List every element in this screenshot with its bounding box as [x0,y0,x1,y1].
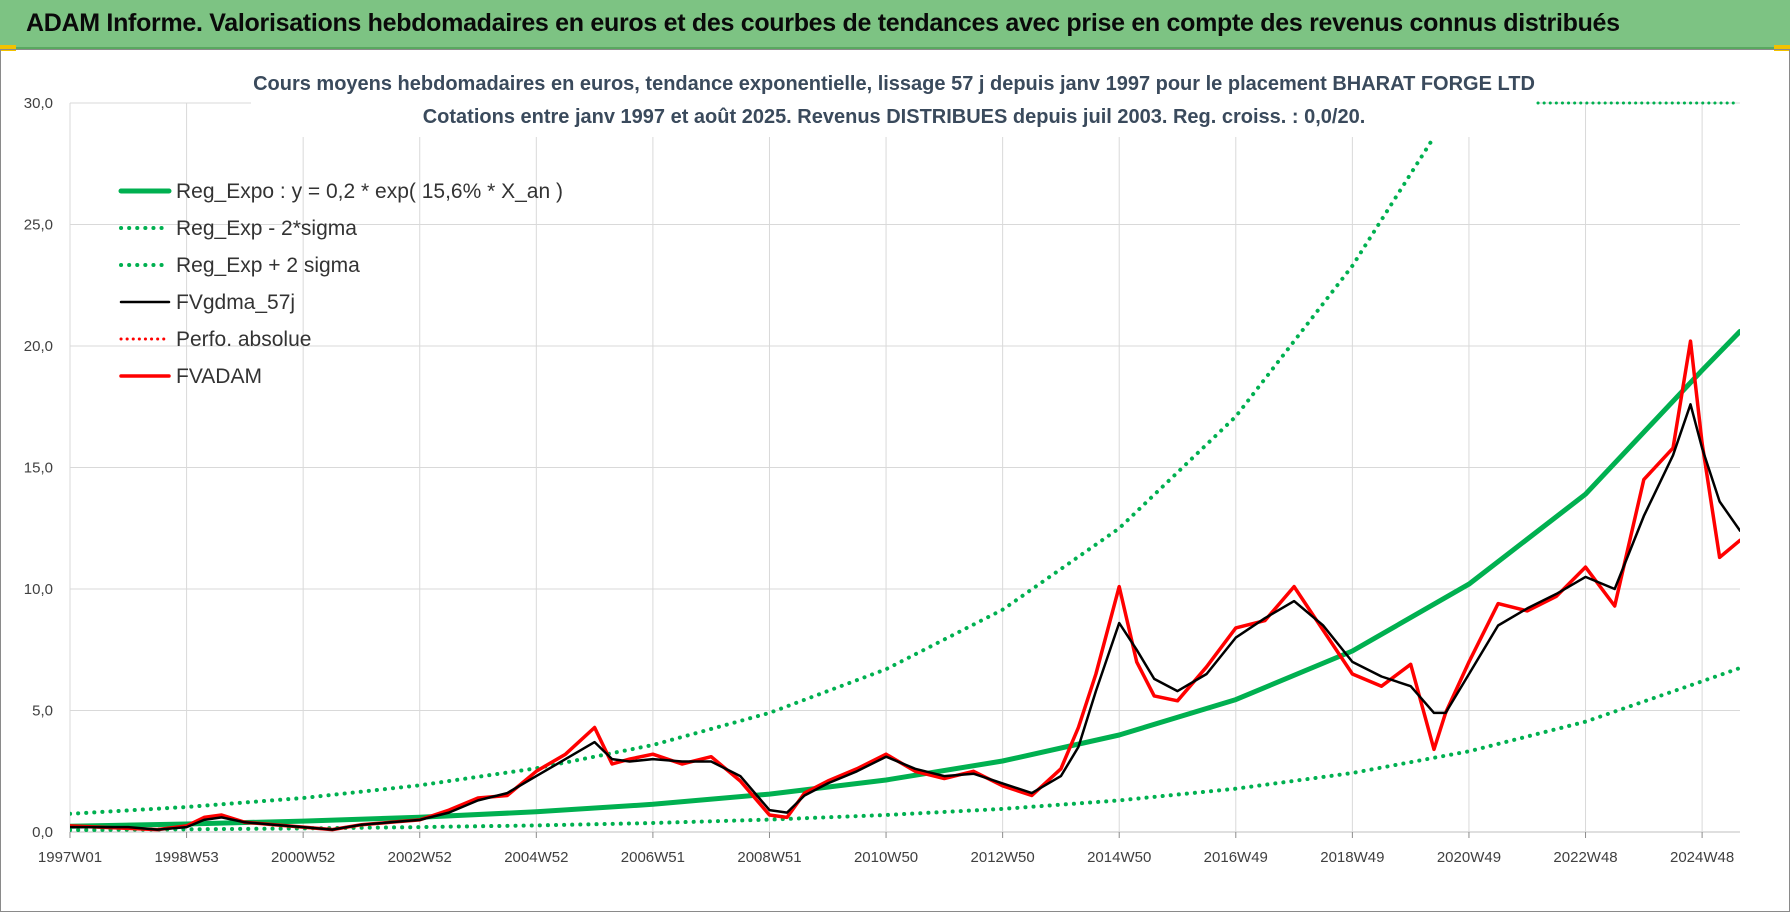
legend-entry: Reg_Exp + 2 sigma [176,254,360,277]
legend-entry: Perfo. absolue [176,328,311,351]
y-axis-ticks: 0,0 5,0 10,0 15,0 20,0 25,0 30,0 [24,95,53,841]
x-tick-label: 2024W48 [1670,849,1734,866]
chart-title-line2: Cotations entre janv 1997 et août 2025. … [423,106,1366,128]
y-tick-label: 0,0 [32,824,53,841]
x-tick-label: 2018W49 [1320,849,1384,866]
x-tick-label: 2016W49 [1204,849,1268,866]
y-tick-label: 10,0 [24,581,53,598]
legend: Reg_Expo : y = 0,2 * exp( 15,6% * X_an )… [118,180,563,388]
x-tick-label: 2000W52 [271,849,335,866]
x-tick-label: 1998W53 [154,849,218,866]
series-line-solid-green [70,328,1740,829]
x-tick-label: 2008W51 [737,849,801,866]
y-tick-label: 15,0 [24,460,53,477]
chart-title-line1: Cours moyens hebdomadaires en euros, ten… [253,73,1535,95]
series-line-dotted-green [70,135,1436,816]
x-tick-label: 1997W01 [38,849,102,866]
x-tick-label: 2006W51 [621,849,685,866]
x-tick-label: 2010W50 [854,849,918,866]
x-tick-label: 2020W49 [1437,849,1501,866]
chart-frame: 0,0 5,0 10,0 15,0 20,0 25,0 30,0 1997W01 1998W5… [0,49,1790,912]
y-tick-label: 25,0 [24,217,53,234]
title-backdrop [251,67,1539,137]
banner-title: ADAM Informe. Valorisations hebdomadaire… [26,9,1620,37]
x-tick-label: 2004W52 [504,849,568,866]
y-tick-label: 5,0 [32,703,53,720]
x-tick-label: 2014W50 [1087,849,1151,866]
x-tick-label: 2002W52 [388,849,452,866]
y-tick-label: 20,0 [24,338,53,355]
chart-svg: 0,0 5,0 10,0 15,0 20,0 25,0 30,0 1997W01 1998W5… [24,67,1740,866]
legend-entry: FVADAM [176,365,262,388]
report-banner: ADAM Informe. Valorisations hebdomadaire… [0,0,1790,49]
x-tick-label: 2022W48 [1553,849,1617,866]
legend-entry: FVgdma_57j [176,291,295,314]
grid [69,102,1740,833]
corner-mark-right [1774,45,1790,51]
x-tick-label: 2012W50 [971,849,1035,866]
corner-mark-left [0,45,16,51]
legend-entry: Reg_Exp - 2*sigma [176,217,357,240]
series-line-solid-black [70,403,1740,831]
series-line-dotted-green [70,666,1740,832]
y-tick-label: 30,0 [24,95,53,112]
series-layer [70,135,1740,832]
x-axis-ticks: 1997W01 1998W53 2000W52 2002W52 2004W52 2006W… [38,832,1734,866]
legend-entry: Reg_Expo : y = 0,2 * exp( 15,6% * X_an ) [176,180,563,203]
series-line-solid-red [70,339,1740,832]
